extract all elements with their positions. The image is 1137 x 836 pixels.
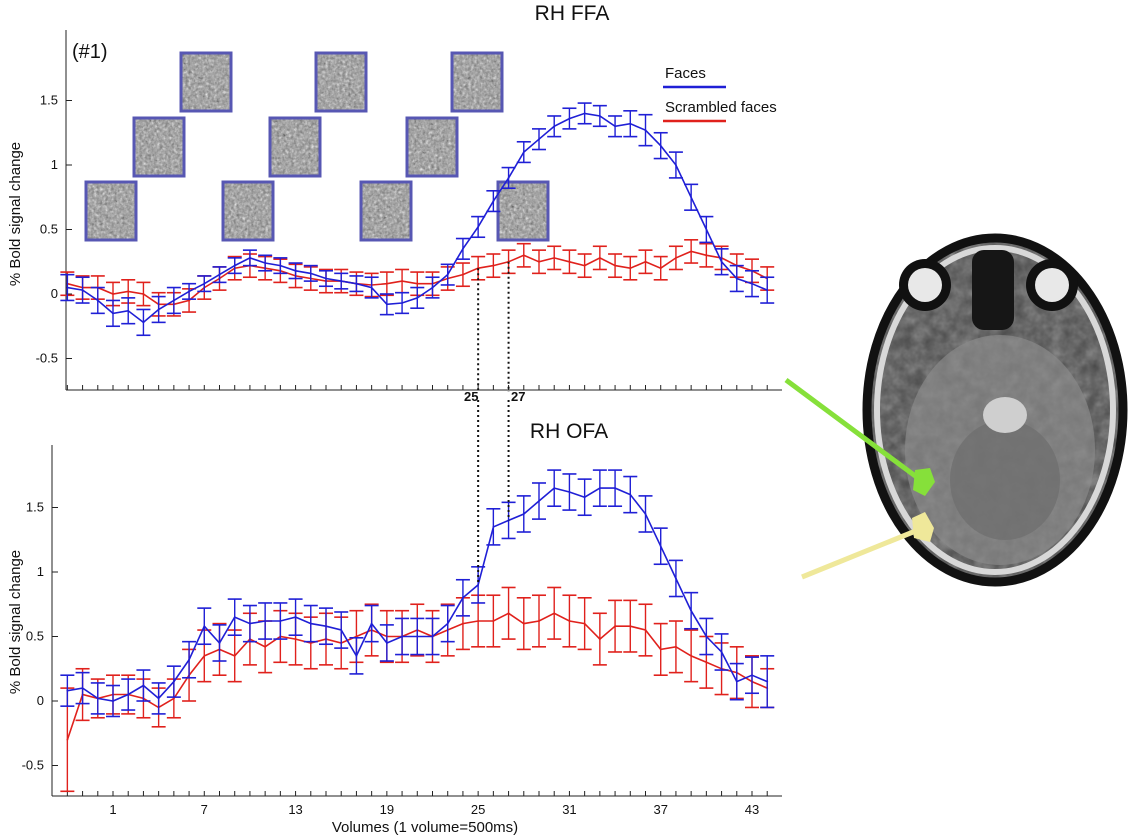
- ofa-ytick-label: -0.5: [22, 758, 44, 773]
- ofa-roi: [913, 468, 935, 496]
- ofa-title: RH OFA: [530, 420, 608, 443]
- ofa-plot-area: [60, 469, 775, 793]
- stimulus-image: [405, 116, 459, 178]
- stimulus-texture: [316, 53, 366, 111]
- series-faces: [60, 102, 775, 337]
- ofa-panel: RH OFA % Bold signal change Volumes (1 v…: [7, 400, 782, 836]
- ofa-y-axis-label: % Bold signal change: [7, 550, 24, 694]
- ffa-ytick-label: 1: [51, 157, 58, 172]
- stimulus-frame: [314, 51, 368, 113]
- stimulus-image: [221, 180, 275, 242]
- marker-label-25: 25: [464, 389, 478, 404]
- legend-label-faces: Faces: [665, 65, 706, 82]
- stimulus-frame: [132, 116, 186, 178]
- ofa-xtick-label: 7: [201, 802, 208, 817]
- stimulus-frame: [179, 51, 233, 113]
- stimulus-texture: [361, 182, 411, 240]
- ofa-ytick-label: 1: [37, 564, 44, 579]
- ffa-pointer: [801, 527, 919, 580]
- ffa-ytick-label: 0: [51, 286, 58, 301]
- ofa-ytick-label: 1.5: [26, 500, 44, 515]
- ffa-ytick-label: 0.5: [40, 222, 58, 237]
- ofa-axes: -0.5 0 0.5 1 1.5 1 7 13 19 25 31 37 43: [22, 445, 782, 817]
- stimulus-image: [314, 51, 368, 113]
- stimulus-image: [132, 116, 186, 178]
- stimulus-image: [268, 116, 322, 178]
- stimulus-texture: [498, 182, 548, 240]
- stimulus-frame: [450, 51, 504, 113]
- series-line: [67, 112, 768, 324]
- ofa-pointer: [784, 377, 920, 481]
- ffa-plot-area: [60, 102, 775, 337]
- ofa-marker-lines: [477, 400, 510, 585]
- series-line: [67, 250, 768, 306]
- stimulus-texture: [223, 182, 273, 240]
- ffa-ytick-label: -0.5: [36, 351, 58, 366]
- stimulus-frame: [359, 180, 413, 242]
- ffa-axes: -0.5 0 0.5 1 1.5: [36, 30, 782, 391]
- legend-label-scrambled: Scrambled faces: [665, 99, 777, 116]
- ffa-marker-lines: [477, 261, 510, 392]
- stimulus-images: [84, 51, 550, 242]
- panel-tag: (#1): [72, 41, 108, 63]
- ffa-title: RH FFA: [535, 2, 610, 25]
- ofa-xtick-label: 1: [109, 802, 116, 817]
- ffa-ytick-label: 1.5: [40, 93, 58, 108]
- stimulus-frame: [84, 180, 138, 242]
- ofa-xtick-label: 31: [562, 802, 576, 817]
- stimulus-texture: [270, 118, 320, 176]
- ofa-xtick-label: 25: [471, 802, 485, 817]
- stimulus-texture: [452, 53, 502, 111]
- ffa-roi: [912, 512, 934, 542]
- ofa-xtick-label: 19: [380, 802, 394, 817]
- ofa-xtick-label: 37: [653, 802, 667, 817]
- stimulus-texture: [86, 182, 136, 240]
- stimulus-frame: [405, 116, 459, 178]
- marker-label-27: 27: [511, 389, 525, 404]
- legend: Faces Scrambled faces: [663, 65, 777, 123]
- ffa-panel: RH FFA (#1) % Bold signal change -0.5 0 0.…: [7, 2, 782, 404]
- x-axis-label: Volumes (1 volume=500ms): [332, 819, 518, 836]
- ofa-ytick-label: 0: [37, 693, 44, 708]
- series-line: [67, 487, 768, 702]
- ofa-xtick-label: 13: [288, 802, 302, 817]
- stimulus-image: [179, 51, 233, 113]
- stimulus-frame: [221, 180, 275, 242]
- stimulus-image: [496, 180, 550, 242]
- stimulus-texture: [134, 118, 184, 176]
- stimulus-image: [84, 180, 138, 242]
- ofa-xtick-label: 43: [745, 802, 759, 817]
- stimulus-image: [450, 51, 504, 113]
- stimulus-image: [359, 180, 413, 242]
- stimulus-frame: [268, 116, 322, 178]
- ofa-ytick-label: 0.5: [26, 629, 44, 644]
- stimulus-texture: [407, 118, 457, 176]
- ffa-y-axis-label: % Bold signal change: [7, 142, 24, 286]
- stimulus-texture: [181, 53, 231, 111]
- series-faces: [60, 469, 775, 718]
- brain-mri-image: [784, 233, 1128, 587]
